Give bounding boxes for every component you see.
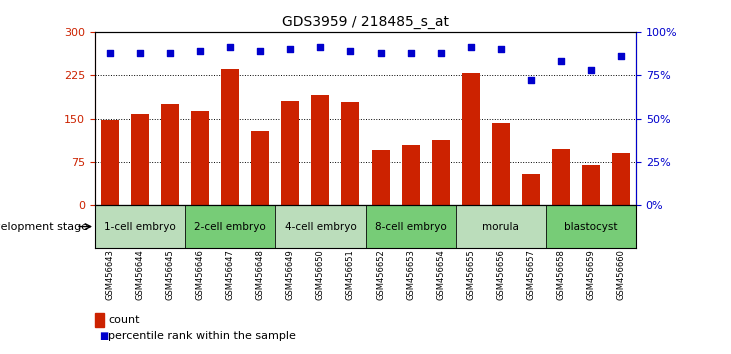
Text: count: count [108,315,140,325]
Text: 4-cell embryo: 4-cell embryo [284,222,356,232]
Point [314,45,326,50]
Bar [492,122,510,205]
Point [405,50,417,56]
Point [615,53,626,59]
Point [224,45,236,50]
Point [375,50,387,56]
Bar [522,173,539,205]
Bar [281,101,300,205]
Point [555,58,567,64]
Bar [341,102,360,205]
Text: 8-cell embryo: 8-cell embryo [375,222,447,232]
Text: morula: morula [482,222,519,232]
Bar [546,205,636,248]
Text: 2-cell embryo: 2-cell embryo [194,222,266,232]
Point [105,50,116,56]
Bar [371,150,390,205]
Bar [101,120,119,205]
Bar [95,205,185,248]
Bar [251,131,269,205]
Bar [192,111,209,205]
Point [465,45,477,50]
Text: blastocyst: blastocyst [564,222,618,232]
Bar [311,96,330,205]
Bar [161,104,179,205]
Point [525,78,537,83]
Point [495,46,507,52]
Bar [185,205,276,248]
Text: ■: ■ [99,331,108,341]
Bar [455,205,546,248]
Bar [366,205,455,248]
Text: percentile rank within the sample: percentile rank within the sample [108,331,296,341]
Point [135,50,146,56]
Text: development stage: development stage [0,222,88,232]
Bar [131,114,149,205]
Bar [612,153,630,205]
Point [194,48,206,54]
Bar [462,74,480,205]
Bar [582,165,600,205]
Point [164,50,176,56]
Point [254,48,266,54]
Point [435,50,447,56]
Text: 1-cell embryo: 1-cell embryo [105,222,176,232]
Bar [276,205,366,248]
Point [585,67,596,73]
Title: GDS3959 / 218485_s_at: GDS3959 / 218485_s_at [282,16,449,29]
Bar [221,69,239,205]
Bar [401,144,420,205]
Bar [431,140,450,205]
Bar [552,149,570,205]
Point [284,46,296,52]
Point [344,48,356,54]
